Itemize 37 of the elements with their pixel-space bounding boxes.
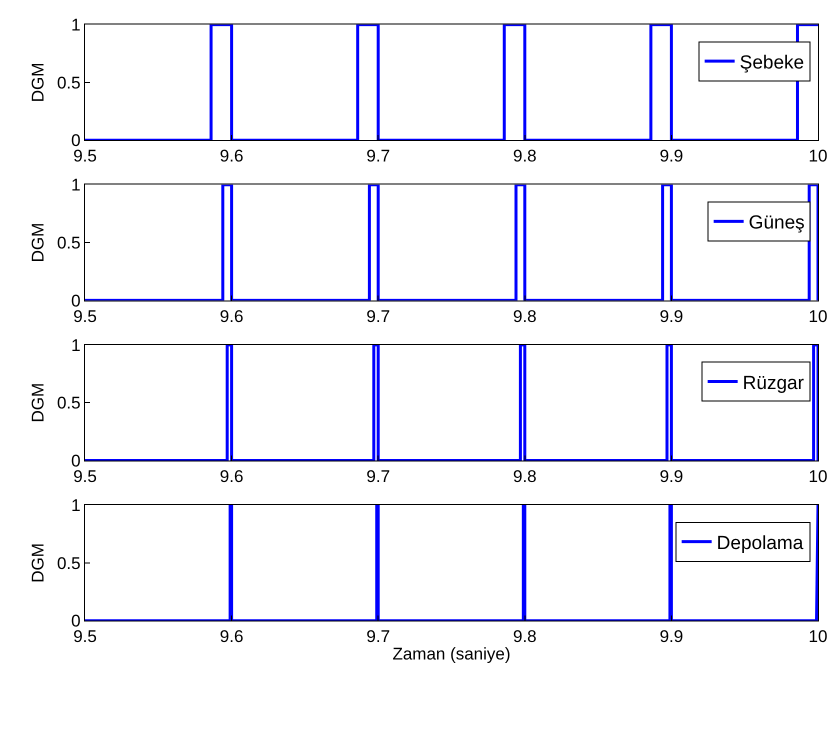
x-tick-label: 9.6 <box>220 146 244 166</box>
x-tick-label: 9.7 <box>366 146 390 166</box>
y-tick-label: 1 <box>71 496 81 515</box>
x-tick-label: 9.6 <box>220 466 244 486</box>
x-tick-label: 10 <box>808 466 828 486</box>
x-tick-label: 9.8 <box>512 306 537 326</box>
x-tick-label: 10 <box>808 306 828 326</box>
y-tick-label: 1 <box>71 176 81 195</box>
x-tick-label: 9.9 <box>660 306 684 326</box>
legend-label: Depolama <box>716 533 804 554</box>
y-tick-label: 1 <box>71 16 81 35</box>
y-tick-label: 1 <box>71 336 81 355</box>
x-tick-label: 9.8 <box>512 627 537 646</box>
x-tick-label: 10 <box>808 146 828 166</box>
x-axis-title: Zaman (saniye) <box>392 644 511 664</box>
y-tick-label: 0.5 <box>56 554 81 573</box>
x-tick-label: 9.9 <box>660 466 684 486</box>
x-tick-label: 9.7 <box>366 627 390 646</box>
x-tick-label: 9.8 <box>512 466 537 486</box>
y-tick-label: 0.5 <box>56 73 81 92</box>
y-axis-title: DGM <box>28 543 48 583</box>
x-tick-label: 9.8 <box>512 146 537 166</box>
x-tick-label: 9.6 <box>220 627 244 646</box>
y-tick-label: 0.5 <box>56 234 81 253</box>
x-tick-label: 9.9 <box>660 627 684 646</box>
x-tick-label: 9.9 <box>660 146 684 166</box>
x-tick-label: 9.7 <box>366 466 390 486</box>
legend-label: Şebeke <box>740 52 804 74</box>
x-tick-label: 9.7 <box>366 306 390 326</box>
y-tick-label: 0.5 <box>56 394 81 413</box>
x-tick-label: 9.6 <box>220 306 244 326</box>
y-axis-title: DGM <box>28 382 48 423</box>
x-tick-label: 10 <box>808 627 828 646</box>
legend-label: Güneş <box>748 212 805 234</box>
legend-label: Rüzgar <box>742 372 805 394</box>
y-axis-title: DGM <box>28 62 48 102</box>
y-axis-title: DGM <box>28 222 48 262</box>
